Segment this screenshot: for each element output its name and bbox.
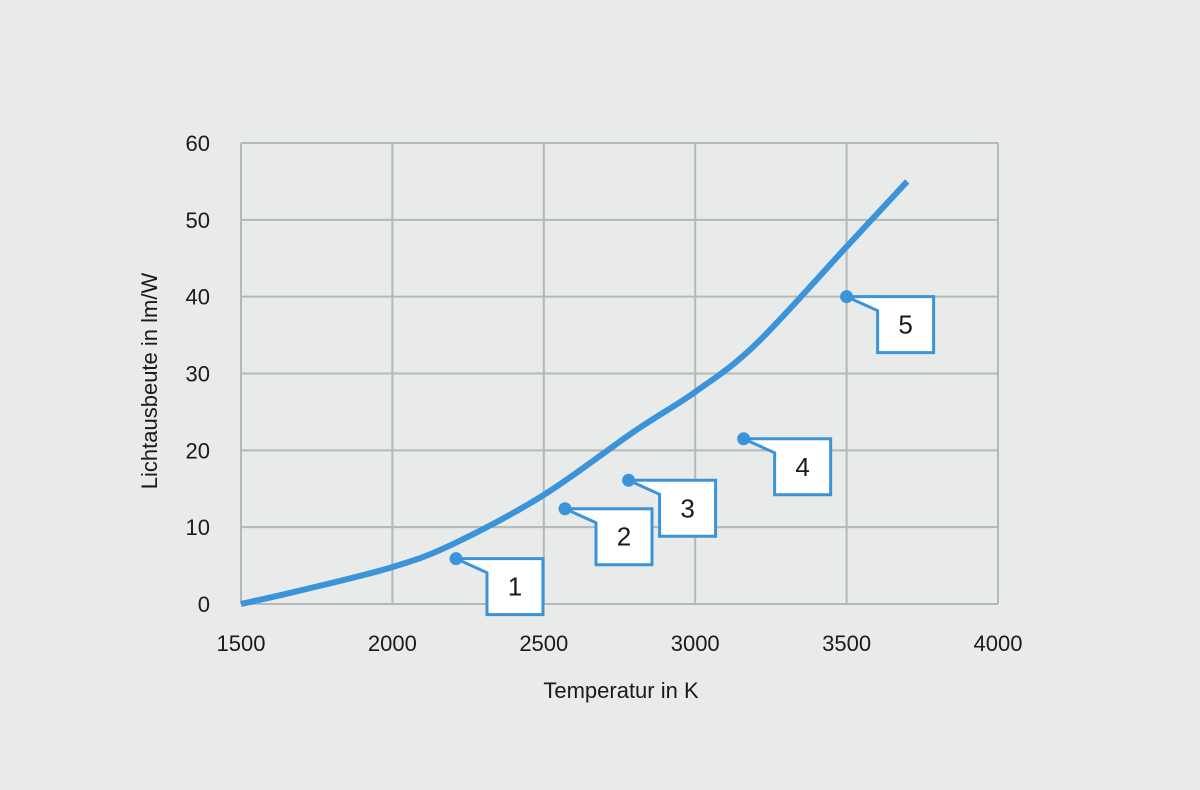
x-tick-label: 3000	[671, 631, 720, 656]
callout-label: 1	[508, 572, 522, 602]
y-tick-label: 30	[186, 362, 210, 387]
grid	[240, 142, 999, 605]
y-axis-ticks: 0 10 20 30 40 50 60	[186, 131, 210, 617]
data-point-marker	[449, 552, 463, 566]
y-tick-label: 20	[186, 438, 210, 463]
callout-label: 5	[898, 310, 912, 340]
data-point-marker	[737, 432, 751, 446]
callout-label: 3	[680, 493, 694, 523]
callout-5: 5	[840, 290, 936, 355]
callout-1: 1	[449, 552, 545, 617]
series-line-0	[240, 179, 910, 607]
callout-4: 4	[737, 432, 833, 497]
callout-label: 2	[617, 522, 631, 552]
callout-box	[627, 478, 718, 538]
data-point-marker	[622, 473, 636, 487]
callout-box	[564, 507, 654, 567]
series-layer	[240, 179, 910, 607]
callout-2: 2	[558, 502, 654, 567]
callout-box	[455, 557, 545, 617]
x-axis-ticks: 1500 2000 2500 3000 3500 4000	[217, 631, 1023, 656]
y-tick-label: 40	[186, 285, 210, 310]
y-tick-label: 10	[186, 515, 210, 540]
x-tick-label: 4000	[974, 631, 1023, 656]
x-tick-label: 2500	[519, 631, 568, 656]
y-tick-label: 0	[198, 592, 210, 617]
x-tick-label: 2000	[368, 631, 417, 656]
callout-box	[845, 295, 936, 355]
x-tick-label: 1500	[217, 631, 266, 656]
callout-layer: 1 2 3 4 5	[449, 290, 936, 617]
callout-3: 3	[622, 473, 718, 538]
x-tick-label: 3500	[822, 631, 871, 656]
y-tick-label: 60	[186, 131, 210, 156]
callout-box	[743, 437, 833, 497]
data-point-marker	[840, 290, 854, 304]
x-axis-title: Temperatur in K	[543, 678, 699, 703]
data-point-marker	[558, 502, 572, 516]
y-axis-title: Lichtausbeute in lm/W	[137, 273, 162, 490]
y-tick-label: 50	[186, 208, 210, 233]
callout-label: 4	[795, 452, 809, 482]
